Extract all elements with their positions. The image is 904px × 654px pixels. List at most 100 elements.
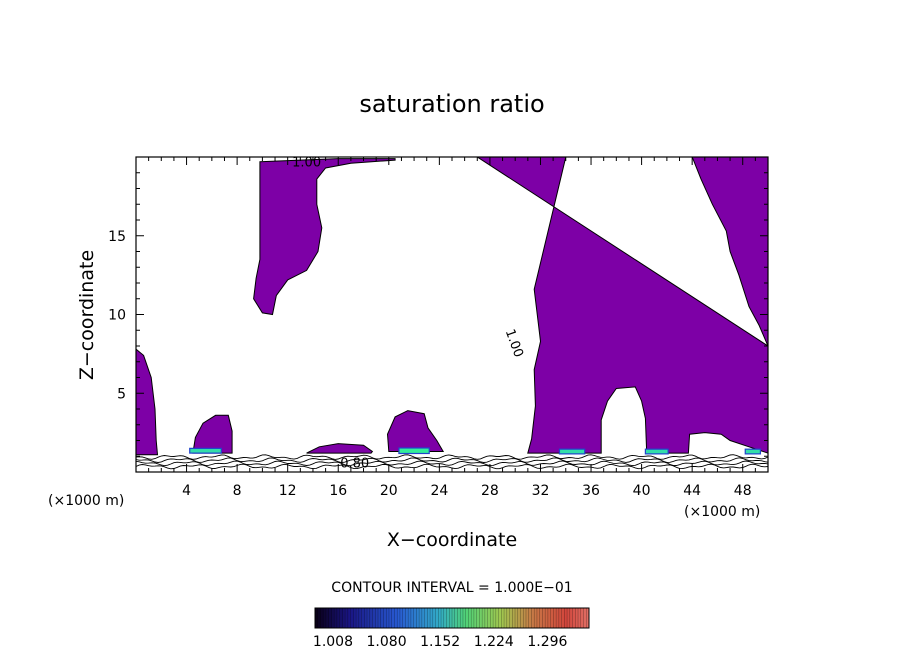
- colorbar-swatch: [580, 608, 584, 628]
- y-tick-label: 5: [117, 386, 126, 402]
- colorbar-swatch: [356, 608, 360, 628]
- x-tick-label: 8: [233, 483, 242, 499]
- y-axis-ticks: 5 10 15: [108, 172, 768, 457]
- colorbar-swatch: [339, 608, 343, 628]
- x-unit-right: (×1000 m): [684, 504, 760, 520]
- colorbar-swatch: [454, 608, 458, 628]
- contour-label-2: 0.80: [340, 457, 369, 472]
- colorbar-swatch: [350, 608, 354, 628]
- colorbar-swatch: [424, 608, 428, 628]
- colorbar-swatch: [347, 608, 351, 628]
- x-tick-label: 4: [182, 483, 191, 499]
- colorbar-swatch: [509, 608, 513, 628]
- colorbar-swatch: [523, 608, 527, 628]
- colorbar-swatch: [520, 608, 524, 628]
- colorbar-swatch: [539, 608, 543, 628]
- region-upper-plume: [253, 158, 396, 316]
- colorbar-swatch: [380, 608, 384, 628]
- colorbar-swatch: [586, 608, 590, 628]
- colorbar-swatch: [427, 608, 431, 628]
- colorbar-swatch: [435, 608, 439, 628]
- colorbar-swatch: [484, 608, 488, 628]
- colorbar-swatch: [569, 608, 573, 628]
- colorbar-swatch: [525, 608, 530, 628]
- colorbar-swatch: [378, 608, 382, 628]
- colorbar-swatch: [438, 608, 442, 628]
- colorbar-swatch: [547, 608, 551, 628]
- colorbar-swatch: [487, 608, 491, 628]
- colorbar-swatch: [578, 608, 582, 628]
- colorbar-swatch: [515, 608, 519, 628]
- x-tick-label: 20: [380, 483, 398, 499]
- contour-label-1: 1.00: [502, 327, 526, 359]
- hotspots: [189, 447, 762, 455]
- colorbar-swatch: [482, 608, 486, 628]
- colorbar-swatch: [372, 608, 376, 628]
- colorbar-swatch: [468, 608, 472, 628]
- colorbar-swatch: [315, 608, 319, 628]
- colorbar-swatch: [369, 608, 373, 628]
- x-tick-label: 32: [532, 483, 550, 499]
- colorbar-swatch: [556, 608, 560, 628]
- colorbar-swatch: [413, 608, 417, 628]
- colorbar-swatch: [498, 608, 502, 628]
- region-bump-6: [192, 414, 233, 454]
- colorbar-swatch: [575, 608, 579, 628]
- colorbar-swatch: [367, 608, 371, 628]
- colorbar-swatch: [325, 608, 329, 628]
- colorbar-swatch: [353, 608, 357, 628]
- colorbar-swatch: [399, 608, 403, 628]
- colorbar-swatch: [419, 608, 423, 628]
- colorbar-swatch: [320, 608, 324, 628]
- hotspot-3: [644, 448, 669, 455]
- near-ground-contours: [136, 454, 768, 470]
- colorbar-swatch: [317, 608, 321, 628]
- colorbar-swatch: [567, 608, 571, 628]
- colorbar-swatch: [495, 608, 499, 628]
- colorbar-swatch: [391, 608, 395, 628]
- colorbar-swatch: [506, 608, 510, 628]
- filled-regions: [136, 157, 768, 456]
- colorbar-tick-label: 1.008: [313, 634, 353, 650]
- colorbar-swatch: [473, 608, 477, 628]
- hotspot-2: [558, 448, 586, 455]
- x-tick-label: 40: [633, 483, 651, 499]
- colorbar-tick-label: 1.224: [474, 634, 514, 650]
- colorbar-swatch: [402, 608, 406, 628]
- colorbar-swatch: [364, 608, 368, 628]
- colorbar-swatch: [561, 608, 565, 628]
- colorbar-tick-label: 1.152: [420, 634, 460, 650]
- colorbar-swatch: [441, 608, 445, 628]
- colorbar-swatch: [536, 608, 540, 628]
- colorbar-swatch: [342, 608, 346, 628]
- colorbar-swatch: [493, 608, 497, 628]
- colorbar-swatch: [432, 608, 436, 628]
- colorbar-swatch: [358, 608, 362, 628]
- x-tick-label: 24: [430, 483, 448, 499]
- colorbar-swatch: [334, 608, 338, 628]
- colorbar-swatch: [421, 608, 425, 628]
- x-tick-label: 44: [683, 483, 701, 499]
- colorbar-swatch: [375, 608, 379, 628]
- y-axis-title: Z−coordinate: [76, 250, 98, 380]
- colorbar-swatch: [545, 608, 549, 628]
- colorbar-swatch: [328, 608, 332, 628]
- x-axis-title: X−coordinate: [387, 529, 517, 551]
- x-axis-ticks: 4 8 12 16 20 24 28 32 36 40 44 48: [148, 157, 756, 499]
- colorbar-swatch: [528, 608, 532, 628]
- x-unit-left: (×1000 m): [48, 493, 124, 509]
- colorbar-swatch: [331, 608, 335, 628]
- colorbar-swatch: [462, 608, 466, 628]
- colorbar-swatch: [504, 608, 508, 628]
- colorbar-swatch: [394, 608, 398, 628]
- colorbar-swatch: [388, 608, 393, 628]
- colorbar-frame: [314, 607, 590, 629]
- x-tick-label: 12: [279, 483, 297, 499]
- colorbar-swatch: [345, 608, 349, 628]
- y-tick-label: 15: [108, 229, 126, 245]
- colorbar-swatch: [408, 608, 412, 628]
- colorbar-swatch: [517, 608, 521, 628]
- x-tick-label: 28: [481, 483, 499, 499]
- colorbar-swatch: [572, 608, 576, 628]
